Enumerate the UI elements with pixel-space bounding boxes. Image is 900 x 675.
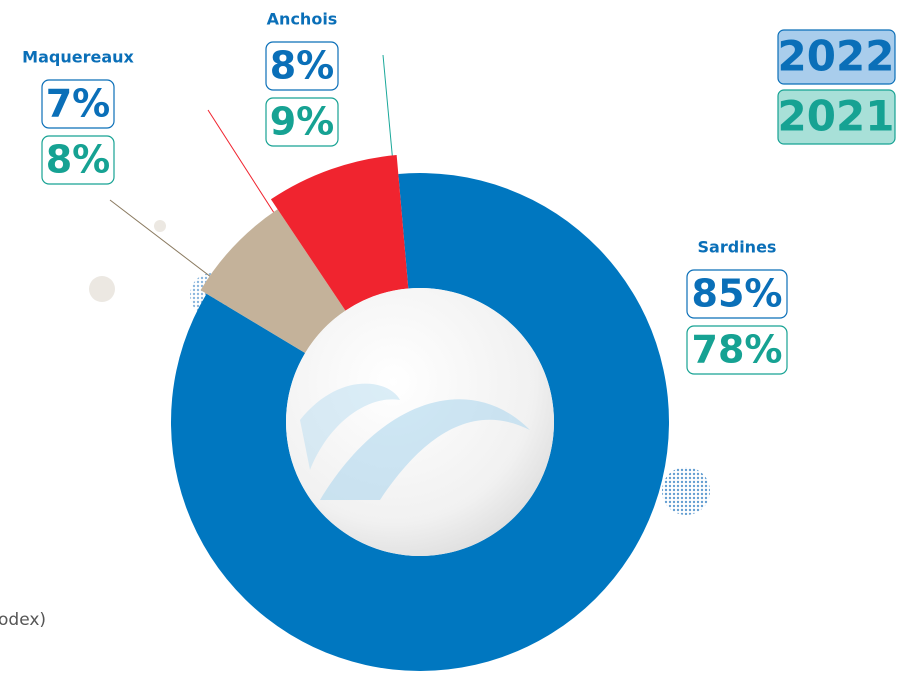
- value-label: 8%: [270, 44, 335, 88]
- value-box: [265, 97, 339, 147]
- value-label: 8%: [46, 138, 111, 182]
- value-box: [41, 79, 115, 129]
- category-label: Anchois: [267, 10, 338, 29]
- labels: Sardines 85% 78% Maquereaux 7% 8% Anchois 8% 9%: [22, 10, 788, 375]
- slice: [170, 173, 669, 672]
- value-label: 78%: [692, 328, 783, 372]
- slice: [200, 209, 346, 353]
- legend-box: [777, 29, 896, 85]
- legend-label: 2021: [778, 92, 895, 141]
- legend-box: [777, 89, 896, 145]
- slice: [270, 155, 409, 311]
- note: odex): [0, 610, 46, 630]
- value-label: 9%: [270, 100, 335, 144]
- value-box: [41, 135, 115, 185]
- waves: [300, 383, 530, 500]
- slices: [170, 155, 669, 672]
- category-label: Sardines: [698, 238, 777, 257]
- value-label: 85%: [692, 272, 783, 316]
- legend-label: 2022: [778, 32, 895, 81]
- category-label: Maquereaux: [22, 48, 134, 67]
- value-box: [265, 41, 339, 91]
- value-label: 7%: [46, 82, 111, 126]
- value-box: [686, 325, 788, 375]
- legend: 2022 2021: [777, 29, 896, 145]
- value-box: [686, 269, 788, 319]
